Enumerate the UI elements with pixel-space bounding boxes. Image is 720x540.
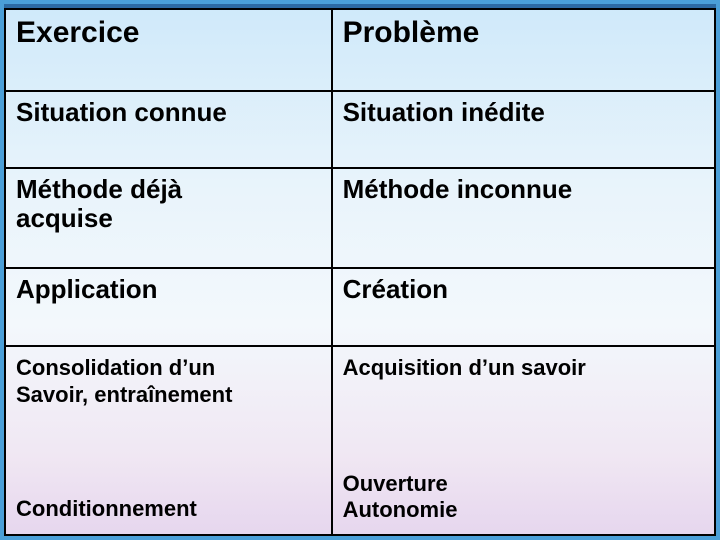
cell-bottom-left: Consolidation d’un Savoir, entraînement … — [5, 346, 332, 535]
cell-text: Autonomie — [343, 497, 458, 522]
comparison-table: Exercice Problème Situation connue Situa… — [4, 8, 716, 536]
cell-text: acquise — [16, 203, 113, 233]
cell-situation-right: Situation inédite — [332, 91, 715, 167]
conditionnement-text: Conditionnement — [16, 496, 321, 528]
slide: Exercice Problème Situation connue Situa… — [0, 0, 720, 540]
consolidation-text: Consolidation d’un Savoir, entraînement — [16, 353, 321, 408]
acquisition-text: Acquisition d’un savoir — [343, 353, 704, 381]
cell-bottom-right: Acquisition d’un savoir Ouverture Autono… — [332, 346, 715, 535]
cell-application-left: Application — [5, 268, 332, 346]
cell-text: Savoir, entraînement — [16, 382, 232, 407]
header-cell-left: Exercice — [5, 9, 332, 91]
cell-text: Consolidation d’un — [16, 355, 215, 380]
header-cell-right: Problème — [332, 9, 715, 91]
cell-methode-right: Méthode inconnue — [332, 168, 715, 268]
cell-methode-left: Méthode déjà acquise — [5, 168, 332, 268]
cell-application-right: Création — [332, 268, 715, 346]
cell-text: Méthode déjà — [16, 174, 182, 204]
cell-text: Ouverture — [343, 471, 448, 496]
cell-situation-left: Situation connue — [5, 91, 332, 167]
ouverture-text: Ouverture Autonomie — [343, 471, 704, 528]
